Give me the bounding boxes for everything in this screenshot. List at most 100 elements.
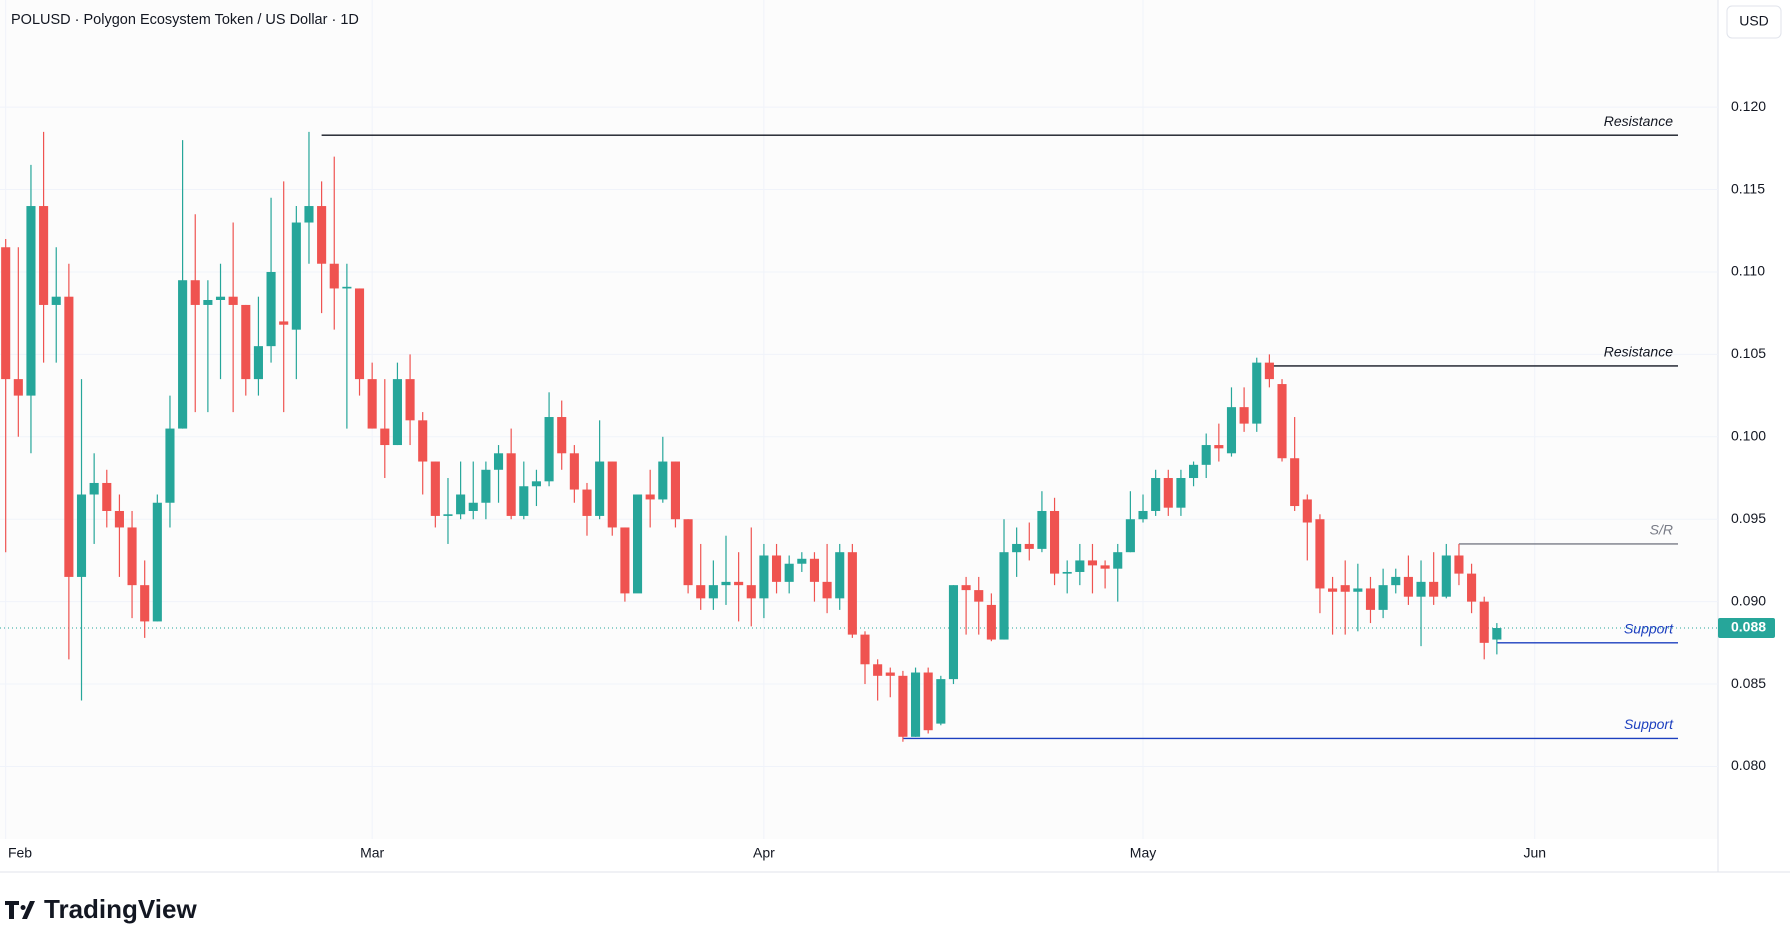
candle-body	[658, 461, 668, 500]
candle-body	[1125, 519, 1135, 553]
candle-body	[746, 585, 756, 599]
candle-body	[405, 379, 415, 421]
candle-body	[734, 581, 744, 586]
candle-body	[771, 555, 782, 582]
candle-body	[923, 672, 933, 731]
candle-body	[936, 679, 946, 724]
candle-body	[759, 555, 769, 599]
candle-body	[696, 585, 706, 599]
y-tick-label: 0.090	[1731, 592, 1766, 608]
candle-body	[1340, 585, 1350, 592]
axes: 0.080 0.085 0.090 0.095 0.100 0.105 0.110 0.115…	[8, 98, 1775, 861]
candle-body	[1100, 565, 1110, 569]
chart-title: POLUSD · Polygon Ecosystem Token / US Do…	[11, 12, 359, 28]
candle-body	[64, 296, 74, 577]
level-label: Resistance	[1604, 113, 1673, 129]
candle-body	[1277, 384, 1287, 459]
y-tick-label: 0.115	[1731, 180, 1765, 196]
candle-body	[595, 461, 605, 516]
candle-body	[1151, 478, 1161, 511]
candle-body	[1454, 555, 1464, 574]
x-tick-label: Jun	[1523, 845, 1546, 861]
candle-body	[1467, 573, 1477, 602]
candle-body	[354, 288, 365, 380]
y-tick-label: 0.100	[1731, 428, 1766, 444]
candle-body	[1, 247, 11, 380]
candle-body	[51, 296, 61, 305]
candle-body	[835, 552, 845, 599]
candle-body	[911, 672, 921, 737]
candle-body	[114, 510, 124, 528]
candle-body	[569, 453, 579, 490]
candle-body	[266, 271, 276, 347]
candle-body	[1365, 588, 1376, 610]
candle-body	[1062, 571, 1072, 574]
candle-body	[468, 502, 478, 511]
y-tick-label: 0.080	[1731, 757, 1766, 773]
plot-background	[0, 0, 1718, 839]
candle-body	[1378, 585, 1388, 610]
candle-body	[253, 346, 263, 380]
candle-body	[809, 558, 820, 582]
candle-body	[140, 585, 150, 622]
candle-body	[13, 379, 23, 396]
candle-body	[228, 296, 238, 305]
brand-logo	[5, 901, 35, 919]
candle-body	[1226, 407, 1237, 454]
y-tick-label: 0.105	[1731, 345, 1766, 361]
candle-body	[797, 558, 807, 564]
candle-body	[986, 604, 996, 640]
y-tick-label: 0.095	[1731, 510, 1766, 526]
candle-body	[506, 453, 516, 516]
candle-body	[898, 675, 908, 737]
candle-body	[443, 514, 453, 516]
candle-body	[557, 417, 567, 454]
candle-body	[481, 469, 491, 503]
candle-body	[1429, 581, 1439, 597]
candle-body	[645, 494, 655, 500]
x-tick-label: Apr	[753, 845, 775, 861]
candle-body	[1441, 555, 1451, 597]
y-tick-label: 0.085	[1731, 675, 1766, 691]
candle-body	[39, 206, 49, 305]
candle-body	[847, 552, 857, 635]
level-label: Resistance	[1604, 344, 1673, 360]
candle-body	[165, 428, 175, 503]
candle-body	[241, 304, 251, 380]
candle-body	[430, 461, 440, 516]
candle-body	[215, 296, 226, 300]
level-label: S/R	[1650, 522, 1673, 538]
level-label: Support	[1624, 621, 1674, 637]
candle-body	[670, 461, 680, 520]
candle-body	[1012, 543, 1022, 553]
candle-body	[1201, 445, 1211, 465]
candle-body	[885, 672, 895, 676]
candle-body	[152, 502, 162, 622]
currency-button[interactable]	[1726, 5, 1782, 39]
candle-body	[89, 482, 99, 495]
candle-body	[1302, 499, 1312, 523]
last-price-label: 0.088	[1731, 619, 1766, 635]
candle-body	[873, 664, 883, 676]
candle-body	[784, 563, 794, 582]
candle-body	[948, 585, 959, 680]
currency-button-label[interactable]: USD	[1739, 13, 1769, 29]
candle-body	[1214, 445, 1224, 449]
candle-body	[544, 417, 554, 482]
y-tick-label: 0.120	[1731, 98, 1766, 114]
candle-body	[1024, 543, 1034, 549]
candle-body	[203, 299, 213, 305]
candle-body	[999, 552, 1009, 640]
candle-body	[582, 489, 592, 516]
candle-body	[76, 494, 87, 577]
candle-body	[1403, 576, 1413, 597]
candle-body	[456, 494, 466, 515]
candle-body	[380, 428, 390, 446]
x-tick-label: Mar	[360, 845, 384, 861]
candle-body	[860, 634, 870, 665]
levels: Resistance Resistance S/R Support Support	[0, 113, 1718, 740]
candle-body	[1252, 362, 1262, 424]
candle-body	[1416, 581, 1426, 597]
